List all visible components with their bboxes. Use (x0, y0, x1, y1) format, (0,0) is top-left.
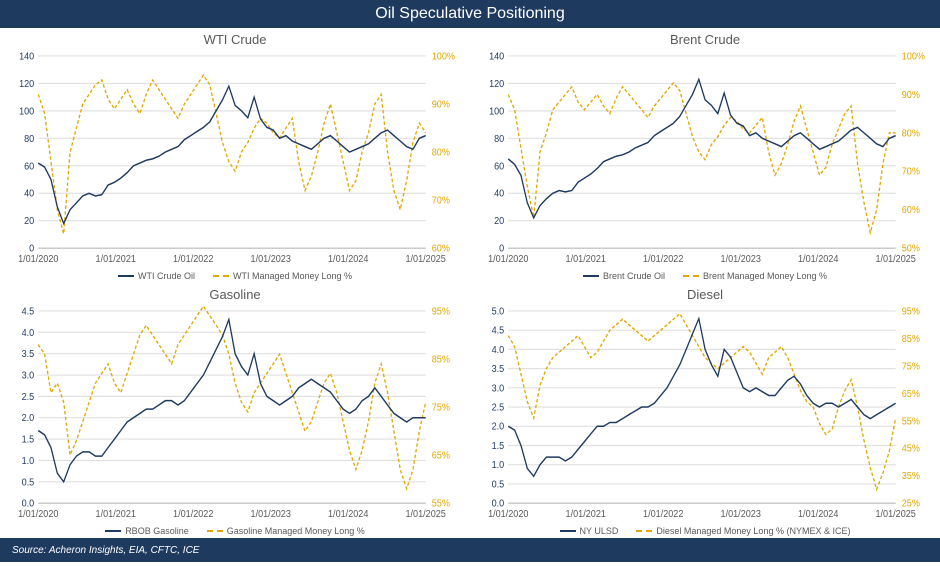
svg-text:1/01/2020: 1/01/2020 (18, 254, 59, 266)
svg-text:85%: 85% (432, 354, 450, 366)
svg-text:40: 40 (24, 188, 35, 200)
legend: RBOB Gasoline Gasoline Managed Money Lon… (8, 524, 462, 538)
svg-text:1/01/2021: 1/01/2021 (96, 254, 136, 266)
legend: NY ULSD Diesel Managed Money Long % (NYM… (478, 524, 932, 538)
svg-text:1/01/2024: 1/01/2024 (798, 254, 839, 266)
panel-diesel: Diesel 0.00.51.01.52.02.53.03.54.04.55.0… (478, 287, 932, 538)
svg-text:3.0: 3.0 (492, 383, 505, 395)
svg-text:65%: 65% (432, 450, 450, 462)
svg-text:1/01/2021: 1/01/2021 (96, 509, 136, 521)
svg-text:45%: 45% (902, 443, 920, 455)
svg-text:85%: 85% (902, 333, 920, 345)
panel-title: Brent Crude (478, 32, 932, 47)
svg-text:70%: 70% (902, 166, 920, 178)
svg-text:1.5: 1.5 (492, 440, 505, 452)
svg-text:1/01/2021: 1/01/2021 (566, 509, 606, 521)
svg-text:4.5: 4.5 (22, 306, 35, 318)
svg-text:1/01/2024: 1/01/2024 (328, 509, 369, 521)
svg-text:100: 100 (489, 106, 505, 118)
svg-text:140: 140 (19, 51, 35, 63)
svg-text:2.0: 2.0 (22, 413, 35, 425)
svg-text:2.0: 2.0 (492, 421, 505, 433)
svg-text:60%: 60% (902, 205, 920, 217)
svg-text:4.0: 4.0 (492, 344, 505, 356)
svg-text:1/01/2025: 1/01/2025 (875, 254, 916, 266)
chart-grid: WTI Crude 02040608010012014060%70%80%90%… (0, 28, 940, 538)
svg-text:1/01/2020: 1/01/2020 (18, 509, 59, 521)
svg-text:1/01/2023: 1/01/2023 (251, 254, 291, 266)
svg-text:90%: 90% (432, 99, 450, 111)
chart-brent: 02040608010012014050%60%70%80%90%100%1/0… (478, 49, 932, 269)
chart-diesel: 0.00.51.01.52.02.53.03.54.04.55.025%35%4… (478, 304, 932, 524)
svg-text:100%: 100% (902, 51, 925, 63)
svg-text:0.5: 0.5 (22, 477, 35, 489)
svg-text:1/01/2022: 1/01/2022 (173, 254, 213, 266)
svg-text:80%: 80% (902, 128, 920, 140)
svg-text:1/01/2025: 1/01/2025 (875, 509, 916, 521)
svg-text:1/01/2021: 1/01/2021 (566, 254, 606, 266)
panel-gasoline: Gasoline 0.00.51.01.52.02.53.03.54.04.55… (8, 287, 462, 538)
svg-text:5.0: 5.0 (492, 306, 505, 318)
svg-text:2.5: 2.5 (22, 391, 35, 403)
svg-text:1/01/2025: 1/01/2025 (405, 509, 446, 521)
svg-text:1.0: 1.0 (492, 460, 505, 472)
svg-text:1/01/2020: 1/01/2020 (488, 254, 529, 266)
svg-text:1/01/2023: 1/01/2023 (721, 509, 761, 521)
svg-text:100%: 100% (432, 51, 455, 63)
svg-text:20: 20 (494, 216, 505, 228)
svg-text:2.5: 2.5 (492, 402, 505, 414)
svg-text:75%: 75% (432, 402, 450, 414)
svg-text:120: 120 (489, 78, 505, 90)
svg-text:1/01/2020: 1/01/2020 (488, 509, 529, 521)
svg-text:120: 120 (19, 78, 35, 90)
source-footer: Source: Acheron Insights, EIA, CFTC, ICE (0, 538, 940, 562)
svg-text:70%: 70% (432, 195, 450, 207)
svg-text:3.5: 3.5 (492, 364, 505, 376)
chart-gasoline: 0.00.51.01.52.02.53.03.54.04.555%65%75%8… (8, 304, 462, 524)
svg-text:95%: 95% (902, 306, 920, 318)
svg-text:100: 100 (19, 106, 35, 118)
page-title: Oil Speculative Positioning (0, 0, 940, 28)
svg-text:75%: 75% (902, 361, 920, 373)
svg-text:40: 40 (494, 188, 505, 200)
svg-text:140: 140 (489, 51, 505, 63)
svg-text:1/01/2024: 1/01/2024 (798, 509, 839, 521)
svg-text:4.5: 4.5 (492, 325, 505, 337)
svg-text:1.5: 1.5 (22, 434, 35, 446)
svg-text:1/01/2022: 1/01/2022 (173, 509, 213, 521)
svg-text:3.0: 3.0 (22, 370, 35, 382)
svg-text:0.5: 0.5 (492, 479, 505, 491)
svg-text:1.0: 1.0 (22, 455, 35, 467)
svg-text:35%: 35% (902, 471, 920, 483)
svg-text:1/01/2022: 1/01/2022 (643, 509, 683, 521)
svg-text:90%: 90% (902, 89, 920, 101)
svg-text:1/01/2023: 1/01/2023 (251, 509, 291, 521)
panel-brent: Brent Crude 02040608010012014050%60%70%8… (478, 32, 932, 283)
svg-text:1/01/2023: 1/01/2023 (721, 254, 761, 266)
svg-text:80: 80 (494, 133, 505, 145)
svg-text:60: 60 (494, 161, 505, 173)
svg-text:1/01/2024: 1/01/2024 (328, 254, 369, 266)
svg-text:4.0: 4.0 (22, 327, 35, 339)
panel-title: Gasoline (8, 287, 462, 302)
legend: Brent Crude Oil Brent Managed Money Long… (478, 269, 932, 283)
svg-text:80%: 80% (432, 147, 450, 159)
panel-title: WTI Crude (8, 32, 462, 47)
svg-text:3.5: 3.5 (22, 349, 35, 361)
panel-title: Diesel (478, 287, 932, 302)
svg-text:55%: 55% (902, 416, 920, 428)
legend: WTI Crude Oil WTI Managed Money Long % (8, 269, 462, 283)
svg-text:60: 60 (24, 161, 35, 173)
svg-text:1/01/2022: 1/01/2022 (643, 254, 683, 266)
svg-text:95%: 95% (432, 306, 450, 318)
svg-text:65%: 65% (902, 388, 920, 400)
panel-wti: WTI Crude 02040608010012014060%70%80%90%… (8, 32, 462, 283)
svg-text:20: 20 (24, 216, 35, 228)
svg-text:80: 80 (24, 133, 35, 145)
svg-text:1/01/2025: 1/01/2025 (405, 254, 446, 266)
chart-wti: 02040608010012014060%70%80%90%100%1/01/2… (8, 49, 462, 269)
